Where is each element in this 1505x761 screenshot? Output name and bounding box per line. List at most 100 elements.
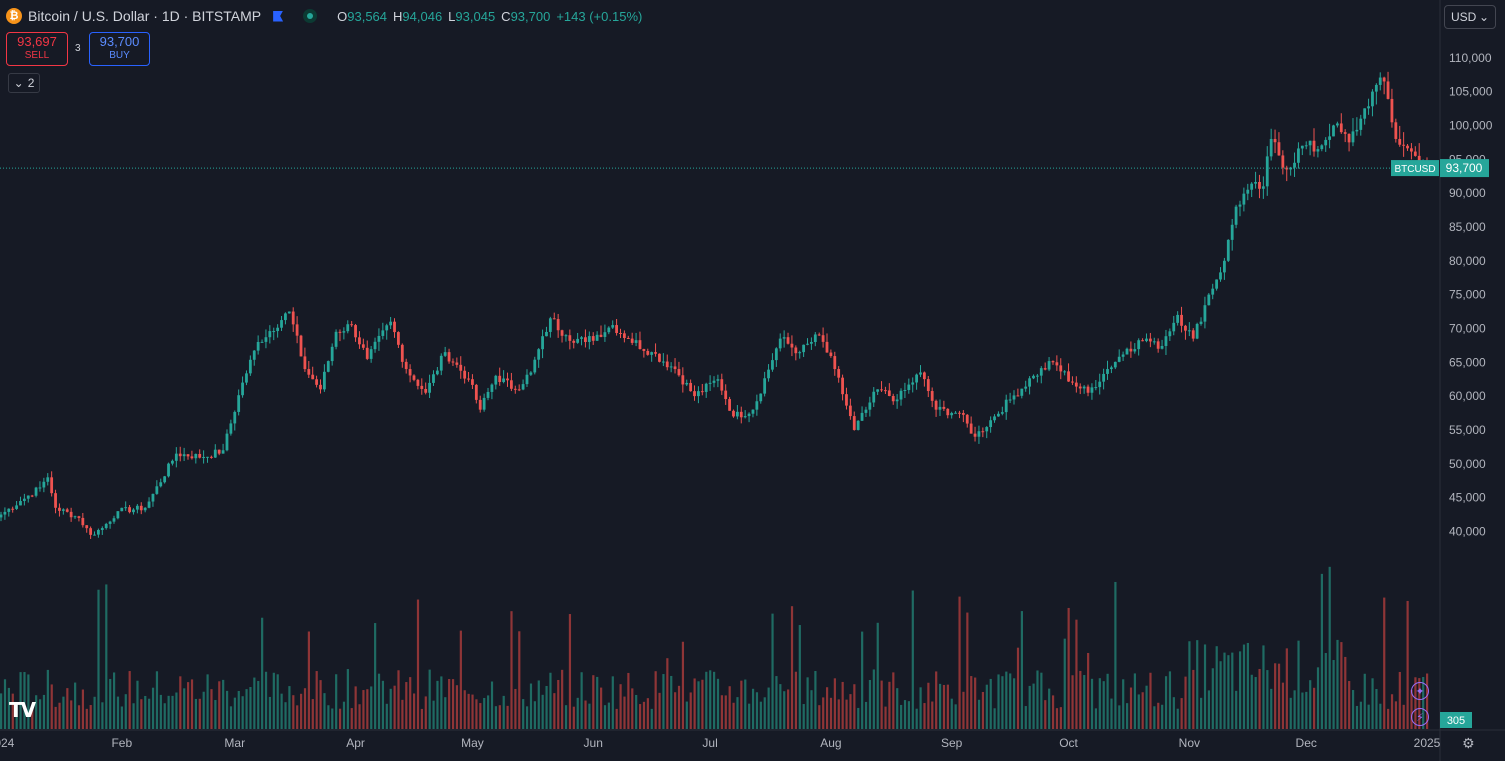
flag-icon[interactable] xyxy=(273,10,284,22)
volume-bar xyxy=(915,708,918,729)
time-tick-label: Jun xyxy=(584,736,603,750)
volume-bar xyxy=(385,703,388,729)
price-tick-label: 85,000 xyxy=(1449,220,1486,234)
currency-select[interactable]: USD ⌄ xyxy=(1444,5,1496,29)
volume-bar xyxy=(1235,690,1238,729)
candle-body xyxy=(373,341,377,350)
volume-bar xyxy=(993,708,996,729)
sell-button[interactable]: 93,697 SELL xyxy=(6,32,68,66)
candle-body xyxy=(147,501,151,508)
volume-bar xyxy=(132,703,135,729)
candle-body xyxy=(790,343,794,348)
candle-body xyxy=(65,509,69,512)
volume-badge xyxy=(1440,712,1472,728)
candle-body xyxy=(716,379,720,381)
volume-bar xyxy=(701,679,704,729)
volume-bar xyxy=(907,701,911,729)
price-tick-label: 65,000 xyxy=(1449,355,1486,369)
volume-bar xyxy=(54,706,57,729)
volume-bar xyxy=(1422,677,1425,729)
candle-body xyxy=(202,457,206,459)
candle-body xyxy=(767,369,770,379)
volume-bar xyxy=(455,685,459,729)
volume-bar xyxy=(518,631,521,729)
volume-bar xyxy=(1172,697,1175,729)
candle-body xyxy=(34,487,38,496)
candle-body xyxy=(1242,193,1246,205)
volume-bar xyxy=(790,606,794,729)
lightning-icon[interactable]: ⚡ xyxy=(1411,708,1429,726)
candle-body xyxy=(708,382,712,384)
volume-bar xyxy=(374,623,377,729)
candle-body xyxy=(447,352,451,362)
volume-bar xyxy=(97,589,100,729)
volume-bar xyxy=(225,690,229,729)
tradingview-logo[interactable]: TV xyxy=(9,698,36,722)
volume-bar xyxy=(120,706,123,729)
volume-bar xyxy=(580,672,583,729)
candle-body xyxy=(377,335,381,342)
candle-body xyxy=(171,460,174,464)
volume-bar xyxy=(101,702,104,729)
candle-body xyxy=(1343,132,1347,134)
volume-bar xyxy=(724,695,727,729)
buy-button[interactable]: 93,700 BUY xyxy=(89,32,150,66)
candle-body xyxy=(1113,361,1117,368)
volume-bar xyxy=(1410,689,1413,729)
candle-body xyxy=(946,408,950,416)
volume-bar xyxy=(459,630,462,729)
candle-body xyxy=(833,356,837,370)
candle-body xyxy=(15,505,18,509)
candle-body xyxy=(1082,386,1086,389)
candle-body xyxy=(958,412,961,414)
candle-body xyxy=(1160,345,1164,349)
candle-body xyxy=(435,370,439,375)
indicator-count: 2 xyxy=(27,76,35,90)
candle-body xyxy=(478,399,482,410)
volume-bar xyxy=(763,697,766,729)
volume-bar xyxy=(1277,663,1281,729)
candle-body xyxy=(22,498,26,502)
candle-body xyxy=(1363,108,1367,119)
volume-bar xyxy=(1297,640,1300,729)
gear-icon[interactable]: ⚙ xyxy=(1462,735,1475,751)
candle-body xyxy=(1347,133,1351,143)
volume-bar xyxy=(1211,668,1214,729)
candle-body xyxy=(334,331,338,347)
candle-body xyxy=(432,374,435,383)
volume-bar xyxy=(1020,611,1023,729)
candle-body xyxy=(46,477,50,482)
candle-body xyxy=(572,340,576,343)
volume-bar xyxy=(393,685,396,729)
volume-bar xyxy=(1176,708,1179,729)
volume-bar xyxy=(787,689,790,729)
candle-body xyxy=(1156,341,1160,349)
candle-body xyxy=(1351,131,1355,143)
candle-body xyxy=(677,369,681,376)
star-icon[interactable]: ✦ xyxy=(1411,682,1429,700)
volume-bar xyxy=(584,700,587,729)
candle-body xyxy=(860,412,864,421)
candle-body xyxy=(1312,140,1316,152)
volume-bar xyxy=(825,687,829,729)
volume-bar xyxy=(896,688,899,729)
volume-bar xyxy=(596,676,599,729)
volume-bar xyxy=(245,689,248,729)
candle-body xyxy=(942,406,946,409)
candle-body xyxy=(619,332,622,334)
candle-body xyxy=(77,516,81,518)
candle-body xyxy=(778,338,782,349)
symbol-title[interactable]: Bitcoin / U.S. Dollar · 1D · BITSTAMP xyxy=(28,8,262,24)
price-tick-label: 60,000 xyxy=(1449,389,1486,403)
candle-body xyxy=(1067,371,1070,382)
candle-body xyxy=(167,463,170,477)
volume-bar xyxy=(888,681,891,729)
candle-body xyxy=(603,332,607,337)
volume-bar xyxy=(1094,708,1098,729)
volume-bar xyxy=(709,670,712,729)
indicators-toggle[interactable]: ⌄ 2 xyxy=(8,73,40,93)
candle-body xyxy=(751,409,755,414)
candle-body xyxy=(1269,138,1273,157)
candle-body xyxy=(728,399,731,411)
